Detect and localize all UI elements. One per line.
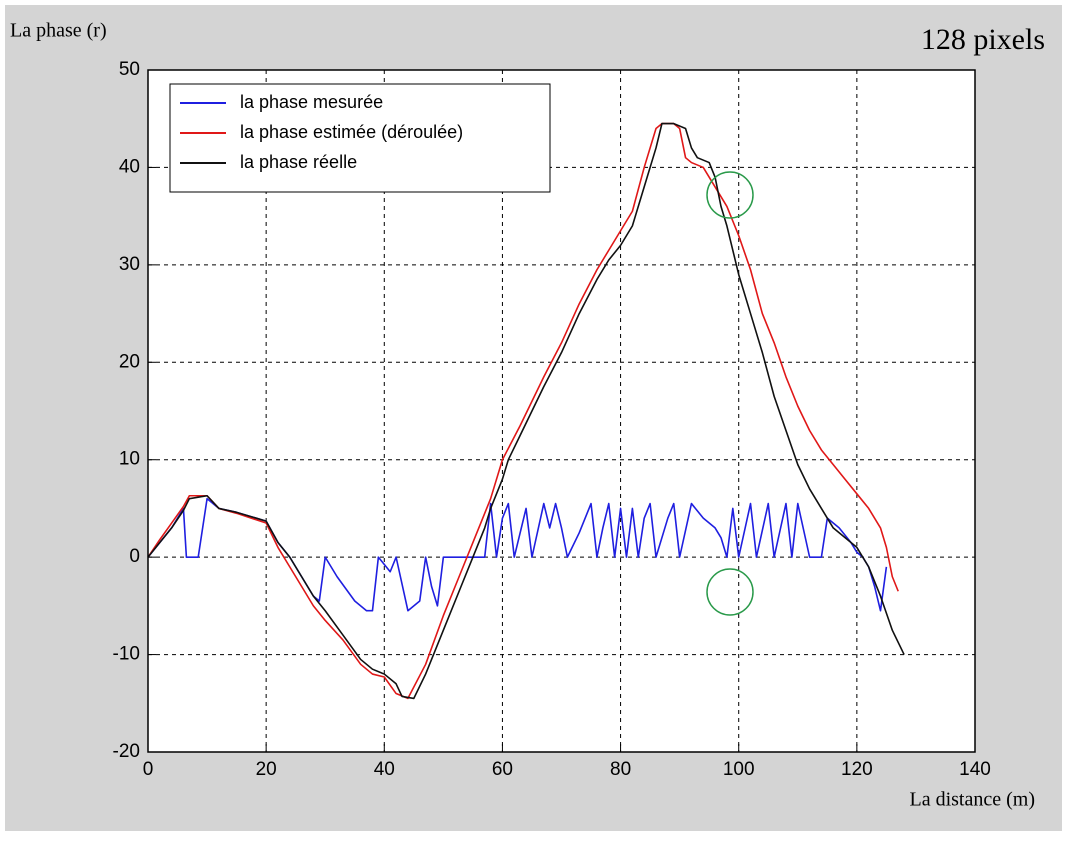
x-tick-label: 60: [492, 759, 513, 780]
highlight-circle: [706, 171, 754, 219]
x-tick-label: 140: [959, 759, 991, 780]
legend-label: la phase mesurée: [240, 92, 383, 112]
x-tick-label: 20: [256, 759, 277, 780]
series-line: [147, 122, 905, 700]
annotation: 128 pixels: [921, 23, 1045, 56]
x-tick-label: 40: [374, 759, 395, 780]
x-axis-label: La distance (m): [910, 789, 1036, 811]
plot-frame: [147, 69, 976, 753]
legend-label: la phase estimée (déroulée): [240, 122, 463, 142]
series-line: [147, 497, 888, 612]
y-tick-label: 10: [119, 449, 140, 470]
series-line: [147, 122, 899, 700]
y-tick-label: -20: [113, 741, 140, 762]
legend: la phase mesurée la phase estimée (déroul…: [169, 83, 551, 193]
x-tick-label: 100: [723, 759, 755, 780]
y-axis-label: La phase (r): [10, 20, 107, 42]
legend-box: [169, 83, 551, 193]
y-tick-label: 0: [129, 546, 140, 567]
lines: [147, 122, 905, 700]
highlight-circle: [706, 568, 754, 616]
y-tick-label: 30: [119, 254, 140, 275]
y-tick-label: 20: [119, 351, 140, 372]
y-tick-label: 40: [119, 156, 140, 177]
x-tick-label: 80: [610, 759, 631, 780]
y-tick-label: 50: [119, 59, 140, 80]
x-tick-label: 120: [841, 759, 873, 780]
legend-label: la phase réelle: [240, 152, 357, 172]
y-tick-label: -10: [113, 644, 140, 665]
x-tick-label: 0: [143, 759, 154, 780]
